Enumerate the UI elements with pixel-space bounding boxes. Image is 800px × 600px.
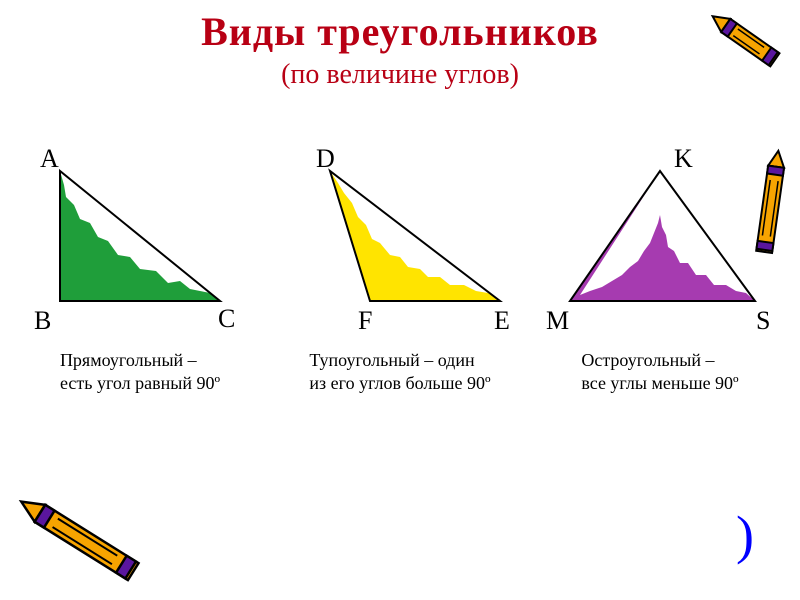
caption-obtuse-line1: Тупоугольный – один (309, 349, 490, 372)
triangle-acute-fill (570, 171, 755, 301)
triangle-row: A B C Прямоугольный – есть угол равный 9… (0, 141, 800, 394)
caption-right-line1: Прямоугольный – (60, 349, 220, 372)
caption-right-line2: есть угол равный 90º (60, 372, 220, 395)
triangle-right-block: A B C Прямоугольный – есть угол равный 9… (15, 141, 265, 394)
caption-obtuse-line2: из его углов больше 90º (309, 372, 490, 395)
vertex-A: A (40, 144, 59, 173)
vertex-F: F (358, 306, 372, 335)
stray-paren: ) (736, 504, 754, 566)
triangle-obtuse-block: D F E Тупоугольный – один из его углов б… (275, 141, 525, 394)
caption-right: Прямоугольный – есть угол равный 90º (60, 349, 220, 394)
vertex-B: B (34, 306, 51, 335)
crayon-icon (0, 490, 170, 600)
page-subtitle: (по величине углов) (0, 59, 800, 91)
triangle-obtuse-svg: D F E (280, 141, 520, 341)
page-title: Виды треугольников (0, 0, 800, 55)
vertex-S: S (756, 306, 770, 335)
triangle-right-svg: A B C (20, 141, 260, 341)
vertex-D: D (316, 144, 335, 173)
vertex-E: E (494, 306, 510, 335)
vertex-M: M (546, 306, 569, 335)
crayon-icon (738, 140, 798, 280)
caption-acute-line1: Остроугольный – (581, 349, 738, 372)
caption-obtuse: Тупоугольный – один из его углов больше … (309, 349, 490, 394)
caption-acute: Остроугольный – все углы меньше 90º (581, 349, 738, 394)
caption-acute-line2: все углы меньше 90º (581, 372, 738, 395)
crayon-icon (690, 0, 800, 90)
vertex-K: K (674, 144, 693, 173)
vertex-C: C (218, 304, 235, 333)
